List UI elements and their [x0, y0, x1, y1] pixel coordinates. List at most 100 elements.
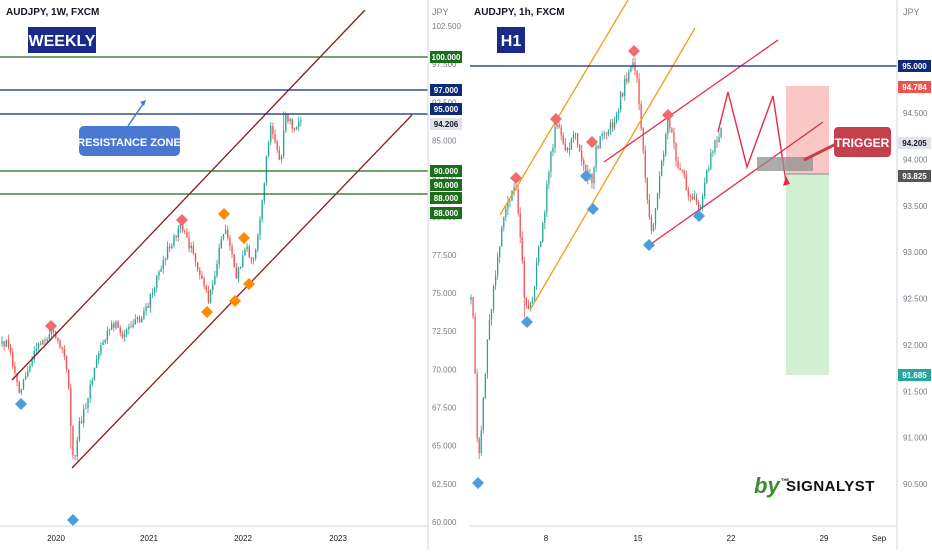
candle-body [57, 338, 59, 341]
candle-body [576, 133, 579, 145]
h1-marker-high-4 [628, 45, 640, 57]
price-label: 94.206 [434, 120, 459, 129]
callout-arrowhead [140, 100, 146, 106]
h1-marker-high-2 [550, 113, 562, 125]
candle-body [492, 285, 495, 310]
candle-body [29, 365, 31, 372]
candle-body [263, 183, 265, 201]
price-label-bg [430, 103, 462, 115]
weekly-badge-bg [28, 27, 96, 53]
candle-body [505, 208, 507, 218]
candle-body [239, 266, 242, 268]
price-label: 95.000 [902, 62, 927, 71]
candle-body [31, 359, 33, 366]
candle-body [173, 235, 175, 246]
candle-body [679, 167, 681, 171]
candle-body [102, 342, 104, 345]
trigger-pointer [803, 141, 839, 162]
candle-body [63, 348, 66, 357]
weekly-marker-orange-5 [243, 278, 255, 290]
candle-body [280, 156, 283, 160]
candle-body [1, 341, 3, 344]
candle-body [128, 326, 130, 330]
y-tick-label: 91.000 [903, 434, 928, 443]
candle-body [628, 71, 630, 82]
candle-body [274, 134, 276, 142]
weekly-marker-high-2019 [45, 320, 57, 332]
candle-body [667, 119, 669, 134]
y-tick-label: 70.000 [432, 365, 457, 374]
candle-body [712, 151, 714, 153]
price-label-bg [430, 51, 462, 63]
candle-body [714, 140, 716, 152]
y-tick-label: 94.000 [903, 155, 928, 164]
candle-body [488, 320, 491, 340]
trigger-label-bg [834, 127, 891, 157]
candle-body [7, 339, 10, 347]
candle-body [554, 126, 556, 148]
weekly-channel-upper [11, 9, 366, 381]
candle-body [699, 206, 702, 210]
candle-body [136, 317, 139, 320]
candle-body [229, 237, 231, 247]
y-tick-label: 75.000 [432, 289, 457, 298]
candle-body [265, 156, 268, 184]
candle-body [151, 292, 154, 295]
candle-body [24, 376, 27, 380]
candle-body [529, 302, 532, 310]
weekly-header: AUDJPY, 1W, FXCM [6, 7, 99, 18]
candle-body [199, 269, 201, 275]
candle-body [205, 285, 207, 291]
y-tick-label: 92.500 [432, 98, 457, 107]
candle-body [115, 321, 117, 329]
candle-body [175, 235, 177, 238]
candle-body [27, 371, 29, 377]
candle-body [164, 258, 167, 260]
price-label: 100.000 [432, 53, 461, 62]
candle-body [104, 339, 106, 343]
h1-header: AUDJPY, 1h, FXCM [474, 7, 565, 18]
candle-body [527, 304, 530, 310]
candle-body [214, 276, 216, 285]
y-tick-label: 67.500 [432, 404, 457, 413]
y-tick-label: 92.000 [903, 341, 928, 350]
candle-body [550, 151, 552, 172]
candle-body [52, 330, 55, 332]
candle-body [257, 234, 259, 250]
candle-body [665, 133, 667, 155]
candle-body [585, 164, 587, 171]
candle-body [91, 380, 93, 385]
candle-body [181, 223, 184, 231]
candle-body [44, 340, 46, 342]
candle-body [583, 160, 585, 165]
y-tick-label: 90.500 [903, 480, 928, 489]
x-tick-label: 2021 [140, 534, 158, 543]
y-tick-label: 94.500 [903, 109, 928, 118]
candle-body [95, 359, 98, 368]
candle-body [669, 119, 671, 129]
candle-body [188, 237, 190, 249]
candle-body [190, 245, 192, 249]
candle-body [5, 339, 7, 347]
candle-body [255, 249, 257, 259]
candle-body [570, 138, 573, 150]
h1-badge-bg [497, 27, 525, 53]
y-tick-label: 72.500 [432, 327, 457, 336]
candle-body [470, 297, 472, 300]
candle-body [542, 222, 544, 242]
candle-body [98, 353, 100, 360]
candle-body [134, 319, 136, 325]
h1-badge: H1 [501, 33, 522, 50]
brand-name: SIGNALYST [786, 478, 875, 495]
candle-body [636, 70, 638, 79]
candle-body [227, 229, 229, 238]
candle-body [237, 267, 240, 279]
candle-body [663, 154, 665, 161]
candle-body [12, 352, 14, 367]
candle-body [35, 348, 38, 351]
candle-body [203, 278, 205, 286]
candle-body [145, 306, 147, 312]
x-tick-label: 22 [727, 534, 736, 543]
weekly-level-labels: 100.000 97.000 95.000 94.206 90.000 90.000 88.… [430, 51, 462, 219]
candle-body [186, 231, 188, 238]
